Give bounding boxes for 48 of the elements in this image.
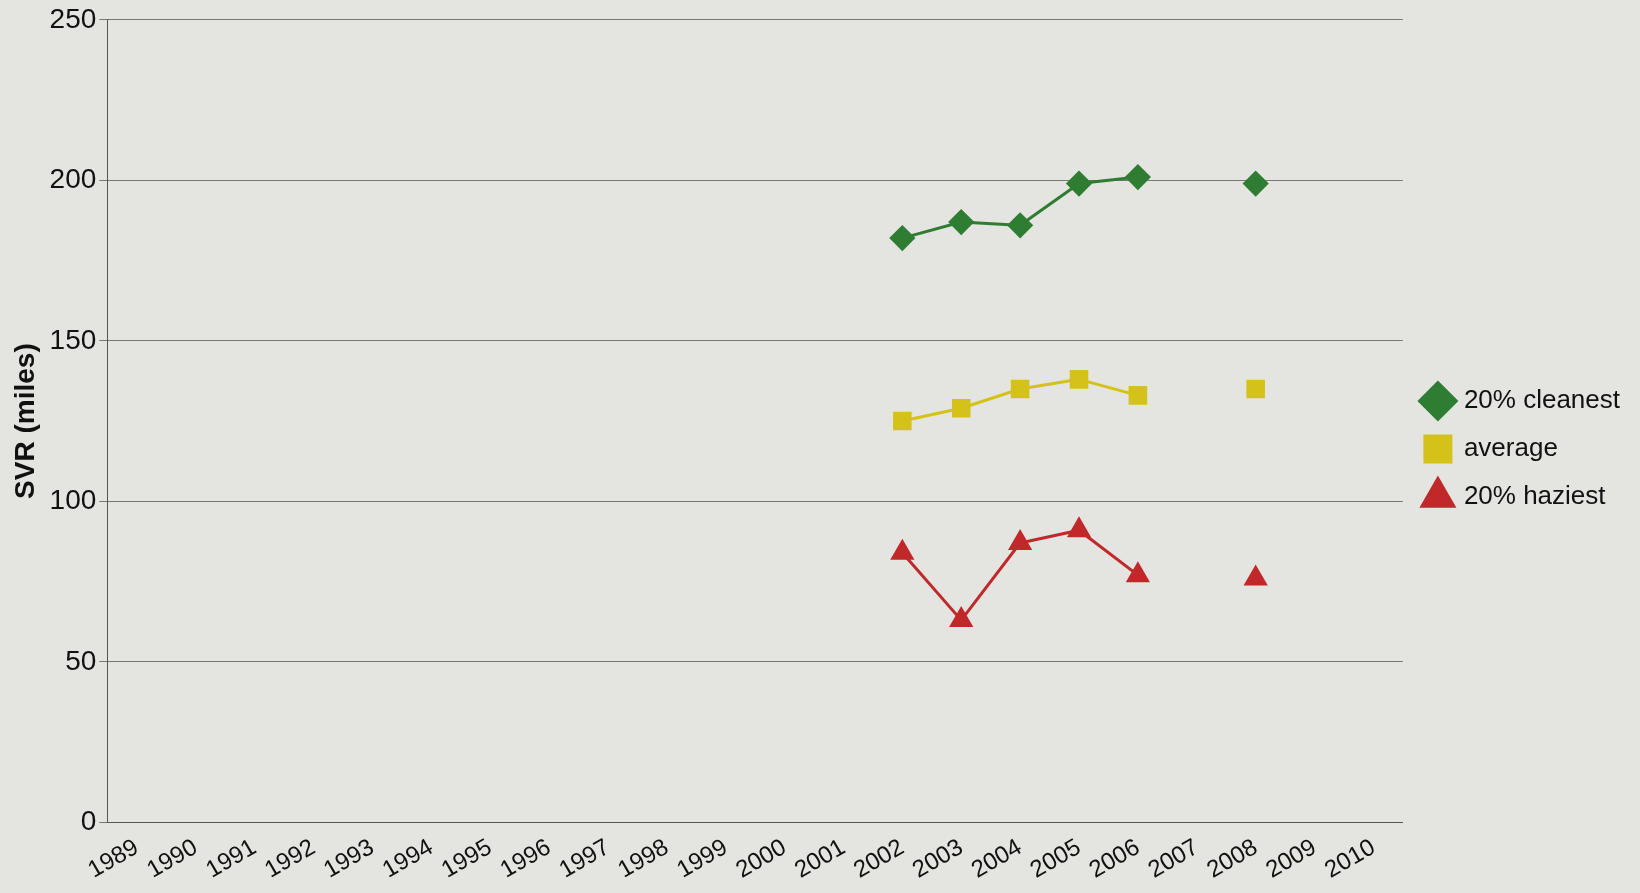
point bbox=[889, 225, 915, 251]
point bbox=[1066, 171, 1092, 197]
x-tick-label: 2008 bbox=[1201, 832, 1262, 883]
y-tick-label: 250 bbox=[49, 2, 97, 34]
x-tick-label: 2005 bbox=[1025, 832, 1085, 883]
point bbox=[1126, 562, 1149, 583]
x-tick-label: 2000 bbox=[730, 832, 791, 883]
point bbox=[1243, 171, 1269, 197]
y-tick-label: 100 bbox=[49, 484, 97, 516]
x-tick-label: 2007 bbox=[1142, 832, 1203, 883]
point bbox=[893, 411, 912, 431]
point bbox=[1128, 386, 1148, 405]
x-tick-label: 2010 bbox=[1319, 832, 1380, 883]
x-tick-label: 1996 bbox=[495, 832, 555, 883]
point bbox=[951, 398, 971, 418]
point bbox=[1244, 565, 1267, 586]
point bbox=[948, 209, 974, 235]
x-tick-label: 2009 bbox=[1260, 832, 1321, 883]
x-tick-label: 1991 bbox=[200, 832, 261, 883]
y-tick-label: 150 bbox=[49, 323, 97, 355]
point bbox=[1246, 379, 1265, 399]
x-tick-label: 1998 bbox=[612, 832, 673, 883]
y-axis-title: SVR (miles) bbox=[8, 343, 40, 499]
x-tick-label: 2004 bbox=[966, 832, 1026, 883]
point bbox=[891, 540, 914, 560]
x-tick-label: 1995 bbox=[436, 832, 496, 883]
point bbox=[1067, 517, 1091, 538]
y-tick-label: 200 bbox=[49, 163, 97, 195]
x-tick-label: 1993 bbox=[318, 832, 379, 883]
x-tick-label: 2006 bbox=[1083, 832, 1144, 883]
y-tick-label: 50 bbox=[65, 644, 97, 676]
x-tick-label: 1999 bbox=[671, 832, 732, 883]
legend-label: average bbox=[1463, 432, 1558, 463]
point bbox=[1125, 164, 1151, 190]
x-tick-label: 2002 bbox=[848, 832, 909, 883]
x-tick-label: 2001 bbox=[789, 832, 850, 883]
x-tick-label: 1990 bbox=[141, 832, 202, 883]
x-tick-label: 2003 bbox=[907, 832, 968, 883]
point bbox=[1007, 212, 1033, 238]
legend-label: 20% cleanest bbox=[1463, 384, 1621, 415]
x-tick-label: 1994 bbox=[377, 832, 438, 883]
x-tick-label: 1997 bbox=[553, 832, 614, 883]
point bbox=[1010, 379, 1030, 399]
point bbox=[950, 607, 973, 628]
point bbox=[1069, 370, 1089, 389]
x-tick-label: 1992 bbox=[259, 832, 320, 883]
point bbox=[1009, 530, 1032, 551]
legend-label: 20% haziest bbox=[1463, 480, 1607, 511]
